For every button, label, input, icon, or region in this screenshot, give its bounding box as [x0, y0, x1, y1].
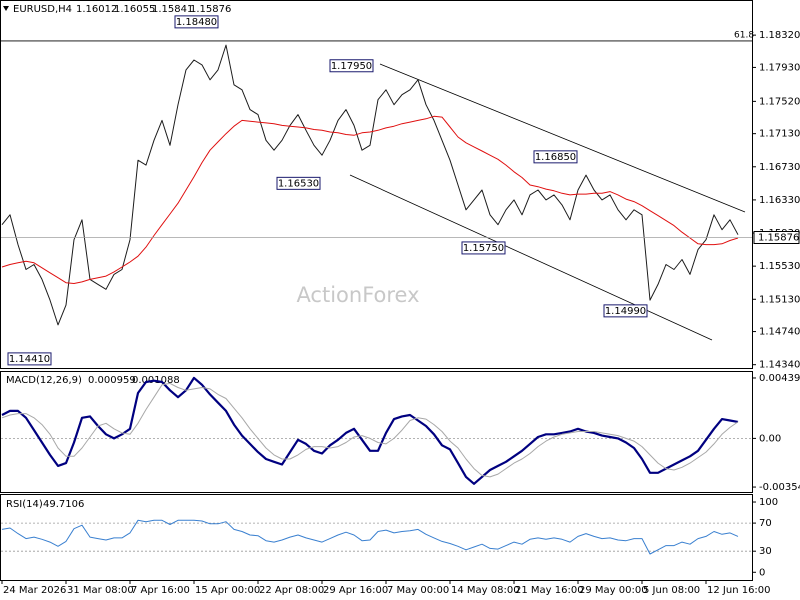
x-tick-label: 29 Apr 16:00 — [323, 585, 388, 596]
fib-label: 61.8 — [734, 30, 754, 40]
macd-panel-frame — [0, 371, 753, 493]
quote-close: 1.15876 — [190, 4, 231, 15]
y-tick-label: 30 — [759, 546, 772, 557]
price-annotation: 1.17950 — [331, 61, 372, 72]
macd-title: MACD(12,26,9) — [6, 375, 82, 386]
y-tick-label: 1.16330 — [759, 195, 800, 206]
price-annotation-box — [533, 150, 578, 164]
rsi-readout: 49.7106 — [43, 499, 84, 510]
rsi-title: RSI(14) — [6, 499, 43, 510]
y-tick-label: 0 — [759, 567, 765, 578]
price-annotation: 1.18480 — [176, 17, 217, 28]
price-annotation: 1.14990 — [605, 306, 646, 317]
y-tick-label: 1.16730 — [759, 162, 800, 173]
y-tick-label: 1.15530 — [759, 261, 800, 272]
price-annotation-box — [461, 241, 506, 255]
x-tick-label: 7 Apr 16:00 — [131, 585, 190, 596]
y-tick-label: 1.17130 — [759, 129, 800, 140]
y-tick-label: 1.14740 — [759, 327, 800, 338]
x-tick-label: 22 Apr 08:00 — [259, 585, 324, 596]
series-line — [1, 519, 739, 555]
series-line — [1, 376, 739, 485]
y-tick-label: 1.17520 — [759, 96, 800, 107]
quote-low: 1.15841 — [152, 4, 193, 15]
macd-readout: 0.000959 — [88, 375, 136, 386]
quote-open: 1.16012 — [76, 4, 117, 15]
current-price-box — [753, 230, 800, 244]
y-tick-label: 1.17930 — [759, 62, 800, 73]
price-annotation: 1.16530 — [278, 178, 319, 189]
price-annotation-box — [603, 304, 648, 318]
y-tick-label: 0.004395 — [759, 373, 800, 384]
y-tick-label: 1.18320 — [759, 30, 800, 41]
x-tick-label: 7 May 00:00 — [387, 585, 449, 596]
y-tick-label: 1.14340 — [759, 360, 800, 371]
price-annotation: 1.14410 — [9, 354, 50, 365]
price-annotation: 1.16850 — [535, 152, 576, 163]
price-annotation-box — [7, 352, 52, 366]
watermark: ActionForex — [296, 283, 419, 307]
series-line — [1, 382, 739, 478]
y-tick-label: 70 — [759, 518, 772, 529]
x-tick-label: 5 Jun 08:00 — [643, 585, 700, 596]
price-annotation: 1.15750 — [463, 243, 504, 254]
x-tick-label: 31 Mar 08:00 — [67, 585, 134, 596]
channel-lower — [349, 174, 713, 341]
price-annotation-box — [174, 15, 219, 29]
price-annotation-box — [276, 176, 321, 190]
series-line — [1, 115, 739, 284]
price-panel-frame — [0, 0, 753, 369]
y-tick-label: -0.00354 — [759, 482, 800, 493]
x-tick-label: 29 May 00:00 — [579, 585, 648, 596]
y-tick-label: 100 — [759, 497, 778, 508]
y-tick-label: 0.00 — [759, 433, 781, 444]
collapse-icon — [3, 6, 9, 11]
x-tick-label: 14 May 08:00 — [451, 585, 520, 596]
quote-high: 1.16055 — [114, 4, 155, 15]
symbol-title: EURUSD,H4 — [13, 4, 72, 15]
series-line — [1, 44, 739, 326]
rsi-panel-frame — [0, 494, 753, 581]
x-tick-label: 24 Mar 2026 — [3, 585, 66, 596]
channel-upper — [379, 63, 746, 213]
y-tick-label: 1.15130 — [759, 294, 800, 305]
price-annotation-box — [329, 59, 374, 73]
current-price-label: 1.15876 — [758, 232, 799, 243]
x-tick-label: 15 Apr 00:00 — [195, 585, 260, 596]
x-tick-label: 12 Jun 16:00 — [707, 585, 771, 596]
x-tick-label: 21 May 16:00 — [515, 585, 584, 596]
